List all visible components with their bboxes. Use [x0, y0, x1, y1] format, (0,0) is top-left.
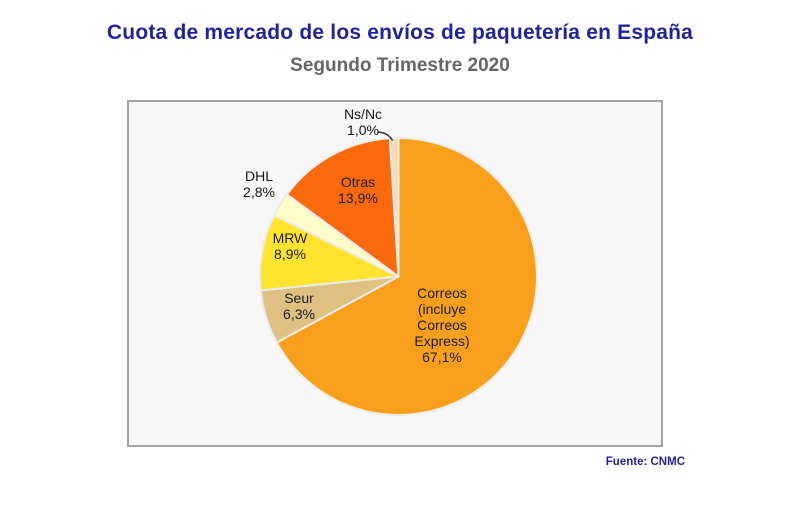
- chart-subtitle: Segundo Trimestre 2020: [290, 55, 510, 76]
- pie-slice-ns-nc: [388, 136, 400, 278]
- pie-label-correos: Correos (incluye Correos Express) 67,1%: [398, 285, 486, 365]
- pie-label-ns-nc-value: 1,0%: [347, 122, 379, 138]
- pie-chart: [259, 131, 538, 416]
- pie-label-seur-value: 6,3%: [283, 306, 315, 322]
- pie-label-dhl-name: DHL: [244, 168, 274, 184]
- pie-label-correos-name: Correos (incluye Correos Express): [414, 285, 470, 349]
- pie-label-seur-name: Seur: [284, 290, 314, 306]
- pie-slice-otras: [285, 137, 400, 278]
- pie-slice-correos: [275, 137, 538, 416]
- pie-label-correos-value: 67,1%: [422, 349, 462, 365]
- pie-label-seur: Seur 6,3%: [283, 290, 315, 322]
- source-note: Fuente: CNMC: [605, 456, 685, 468]
- pie-label-otras: Otras 13,9%: [338, 174, 378, 206]
- pie-label-otras-value: 13,9%: [338, 190, 378, 206]
- pie-label-mrw-name: MRW: [272, 230, 308, 246]
- pie-slices: [259, 136, 538, 416]
- pie-label-dhl-value: 2,8%: [243, 184, 275, 200]
- chart-frame: Correos (incluye Correos Express) 67,1% …: [127, 100, 663, 447]
- pie-label-ns-nc: Ns/Nc 1,0%: [344, 106, 382, 138]
- pie-label-mrw-value: 8,9%: [274, 246, 306, 262]
- pie-label-otras-name: Otras: [340, 174, 376, 190]
- pie-label-dhl: DHL 2,8%: [243, 168, 275, 200]
- pie-label-mrw: MRW 8,9%: [273, 230, 308, 262]
- pie-label-ns-nc-name: Ns/Nc: [343, 106, 383, 122]
- chart-title: Cuota de mercado de los envíos de paquet…: [106, 21, 694, 44]
- ns-nc-leader-line: [377, 131, 394, 141]
